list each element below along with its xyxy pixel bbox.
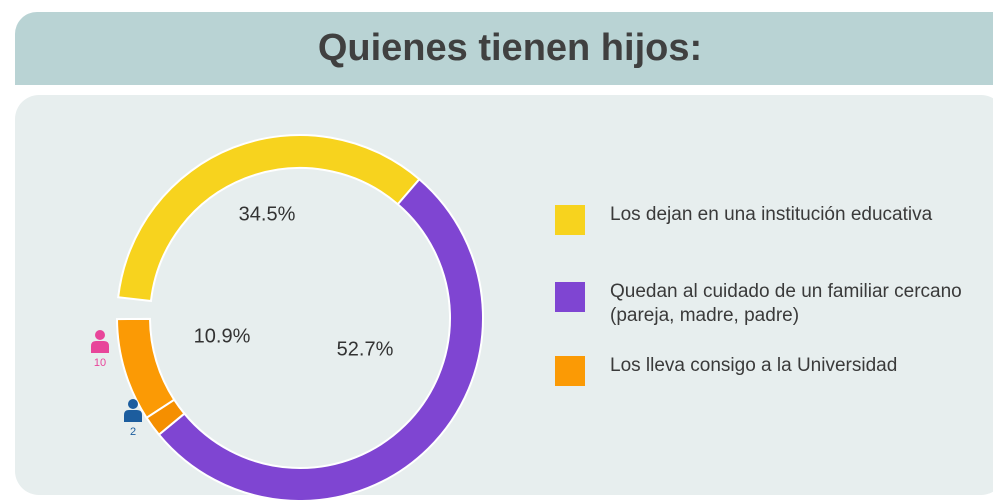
legend-swatch [555,205,585,235]
donut-sub-segment [145,398,186,437]
legend-swatch [555,282,585,312]
title-banner [15,12,993,85]
person-icon [91,330,109,353]
data-label: 52.7% [337,338,394,360]
donut-segment [157,177,484,500]
legend-swatch [555,356,585,386]
legend-item: Los lleva consigo a la Universidad [555,354,970,386]
icon-body [91,341,109,353]
icon-count: 10 [94,357,106,369]
legend-label: Los dejan en una institución educativa [610,204,933,225]
data-label: 34.5% [239,203,296,225]
person-icon [124,399,142,422]
legend-item: Los dejan en una institución educativa [555,203,970,235]
donut-sub-segment [115,317,176,420]
legend-label: Los lleva consigo a la Universidad [610,355,898,376]
icon-head [128,399,138,409]
icon-body [124,410,142,422]
legend-label: Quedan al cuidado de un familiar cercano… [610,281,962,326]
chart-title: Quienes tienen hijos: [317,27,703,69]
data-label: 10.9% [194,325,251,347]
legend-item: Quedan al cuidado de un familiar cercano… [555,280,970,328]
icon-head [95,330,105,340]
icon-count: 2 [130,426,136,438]
